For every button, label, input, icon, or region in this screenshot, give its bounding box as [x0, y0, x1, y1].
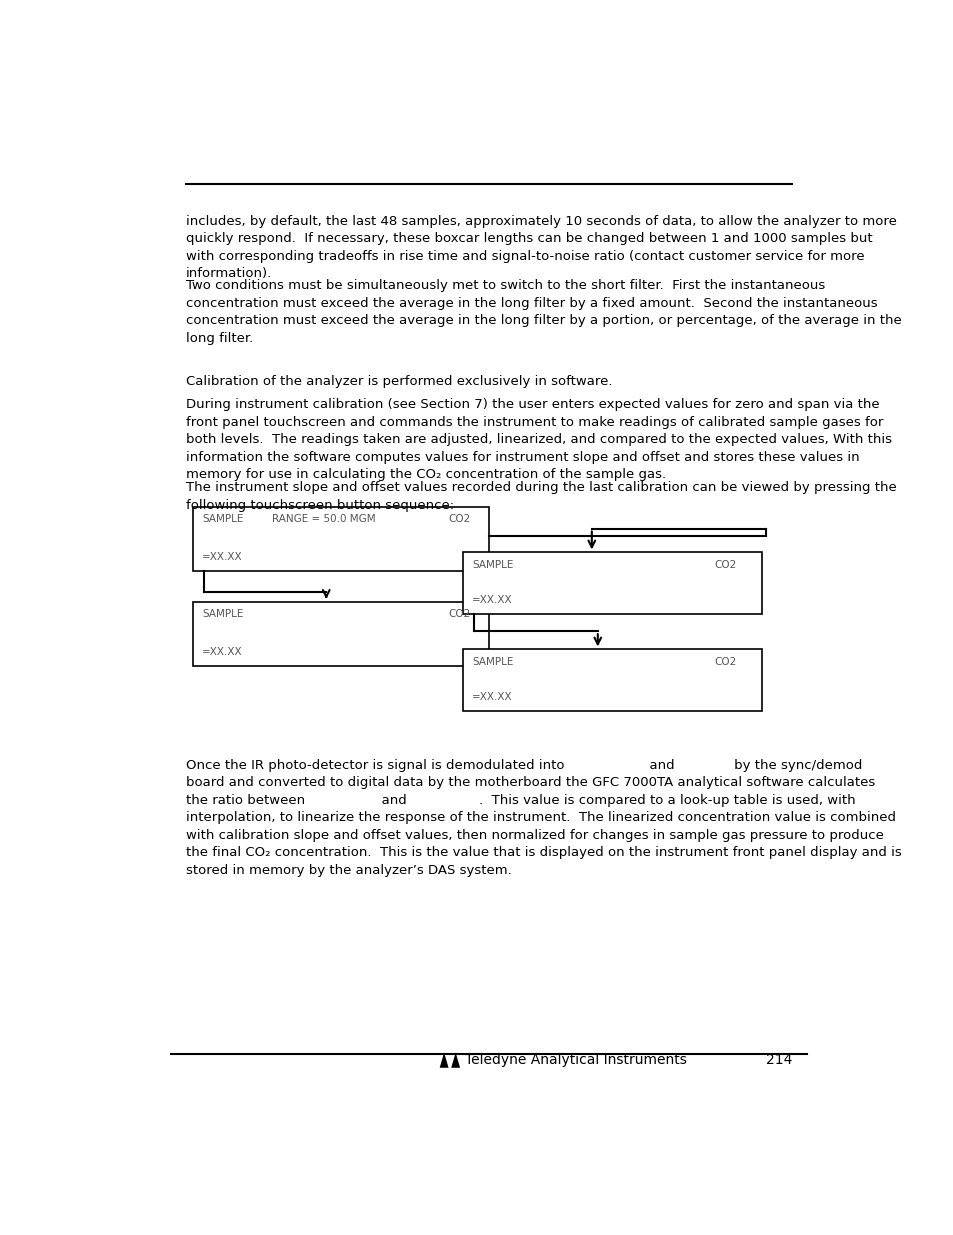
- Text: Once the IR photo-detector is signal is demodulated into                    and : Once the IR photo-detector is signal is …: [186, 758, 901, 877]
- Text: =XX.XX: =XX.XX: [202, 647, 242, 657]
- Polygon shape: [439, 1052, 448, 1068]
- Text: The instrument slope and offset values recorded during the last calibration can : The instrument slope and offset values r…: [186, 482, 896, 511]
- Text: SAMPLE: SAMPLE: [202, 514, 243, 525]
- Text: CO2: CO2: [714, 559, 736, 571]
- Text: CO2: CO2: [448, 514, 470, 525]
- FancyBboxPatch shape: [462, 650, 761, 711]
- Text: =XX.XX: =XX.XX: [472, 595, 512, 605]
- Text: SAMPLE: SAMPLE: [202, 609, 243, 620]
- Polygon shape: [451, 1052, 459, 1068]
- Text: =XX.XX: =XX.XX: [202, 552, 242, 562]
- Text: Two conditions must be simultaneously met to switch to the short filter.  First : Two conditions must be simultaneously me…: [186, 279, 901, 345]
- Text: Calibration of the analyzer is performed exclusively in software.: Calibration of the analyzer is performed…: [186, 374, 612, 388]
- Text: SAMPLE: SAMPLE: [472, 657, 513, 667]
- FancyBboxPatch shape: [462, 552, 761, 614]
- Text: includes, by default, the last 48 samples, approximately 10 seconds of data, to : includes, by default, the last 48 sample…: [186, 215, 896, 280]
- Text: RANGE = 50.0 MGM: RANGE = 50.0 MGM: [272, 514, 375, 525]
- Text: CO2: CO2: [448, 609, 470, 620]
- Text: =XX.XX: =XX.XX: [472, 692, 512, 701]
- Text: 214: 214: [765, 1053, 791, 1067]
- Text: CO2: CO2: [714, 657, 736, 667]
- Text: During instrument calibration (see Section 7) the user enters expected values fo: During instrument calibration (see Secti…: [186, 399, 891, 482]
- FancyBboxPatch shape: [193, 506, 488, 572]
- Text: Teledyne Analytical Instruments: Teledyne Analytical Instruments: [464, 1053, 685, 1067]
- FancyBboxPatch shape: [193, 601, 488, 667]
- Text: SAMPLE: SAMPLE: [472, 559, 513, 571]
